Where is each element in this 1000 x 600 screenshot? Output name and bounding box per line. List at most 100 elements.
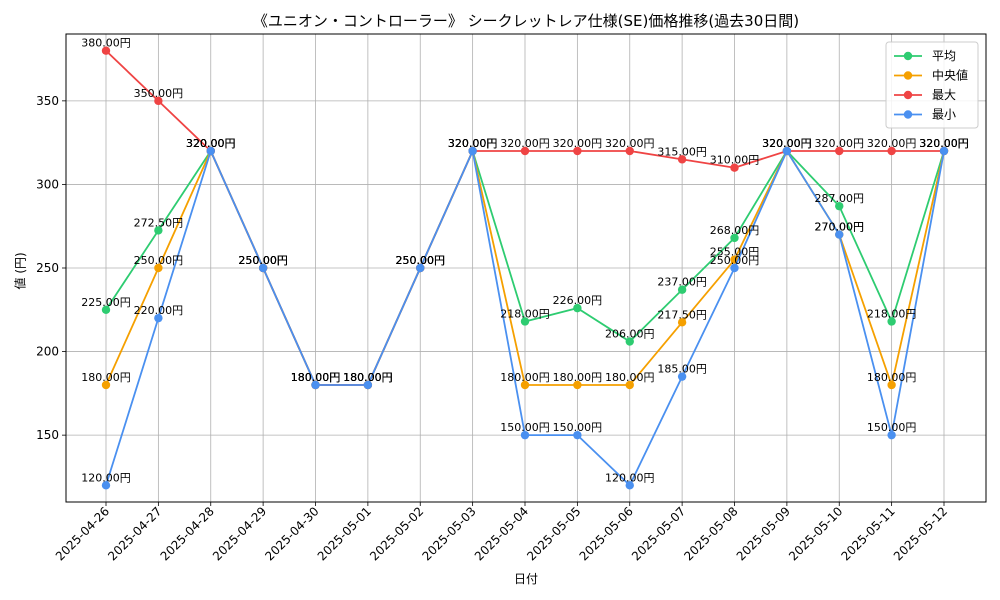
x-tick-label: 2025-05-02 bbox=[367, 504, 426, 563]
plot-frame bbox=[65, 33, 987, 503]
data-label: 320.00円 bbox=[919, 137, 969, 150]
x-tick-label: 2025-05-12 bbox=[891, 504, 950, 563]
data-point bbox=[573, 380, 582, 390]
x-tick-label: 2025-05-07 bbox=[629, 504, 688, 563]
x-tick-label: 2025-05-10 bbox=[786, 504, 845, 563]
data-point bbox=[835, 146, 844, 156]
data-label: 320.00円 bbox=[448, 137, 498, 150]
data-point bbox=[258, 263, 268, 273]
x-tick-label: 2025-04-26 bbox=[53, 504, 112, 563]
data-point bbox=[835, 201, 844, 211]
data-label: 250.00円 bbox=[396, 254, 446, 267]
data-label: 250.00円 bbox=[710, 254, 760, 267]
data-label: 185.00円 bbox=[657, 363, 707, 376]
data-label: 180.00円 bbox=[343, 371, 393, 384]
data-point bbox=[363, 380, 373, 390]
data-label: 287.00円 bbox=[815, 192, 865, 205]
data-label: 180.00円 bbox=[500, 371, 550, 384]
data-point bbox=[730, 163, 739, 172]
series-group bbox=[101, 46, 949, 490]
data-label: 237.00円 bbox=[657, 276, 707, 289]
legend-label: 最小 bbox=[932, 108, 956, 122]
y-tick-label: 250 bbox=[36, 261, 59, 275]
data-label: 180.00円 bbox=[291, 371, 341, 384]
data-label: 250.00円 bbox=[238, 254, 288, 267]
y-tick-label: 300 bbox=[36, 177, 59, 191]
data-label: 320.00円 bbox=[186, 137, 236, 150]
data-label: 320.00円 bbox=[500, 137, 550, 150]
x-tick-label: 2025-05-09 bbox=[734, 504, 793, 563]
legend-marker bbox=[903, 110, 913, 119]
axes: 2025-04-262025-04-272025-04-282025-04-29… bbox=[36, 33, 987, 563]
data-label: 206.00円 bbox=[605, 328, 655, 341]
data-label: 180.00円 bbox=[343, 371, 393, 384]
data-label: 218.00円 bbox=[867, 307, 917, 320]
data-label: 315.00円 bbox=[657, 145, 707, 158]
data-label: 150.00円 bbox=[867, 421, 917, 434]
data-label: 150.00円 bbox=[500, 421, 550, 434]
data-label: 250.00円 bbox=[396, 254, 446, 267]
x-tick-label: 2025-05-05 bbox=[524, 504, 583, 563]
data-point bbox=[468, 146, 477, 156]
data-label: 320.00円 bbox=[186, 137, 236, 150]
data-label: 255.00円 bbox=[710, 246, 760, 259]
data-point bbox=[154, 226, 163, 235]
data-point bbox=[154, 96, 163, 106]
y-tick-label: 200 bbox=[36, 345, 59, 359]
data-point bbox=[730, 233, 739, 243]
data-label: 350.00円 bbox=[134, 87, 184, 100]
data-label: 320.00円 bbox=[186, 137, 236, 150]
data-point bbox=[101, 305, 111, 314]
legend-marker bbox=[903, 71, 913, 80]
data-point bbox=[677, 155, 687, 164]
data-label: 180.00円 bbox=[867, 371, 917, 384]
x-tick-label: 2025-04-30 bbox=[262, 504, 321, 563]
legend-box bbox=[885, 41, 979, 129]
data-point bbox=[939, 146, 949, 156]
data-label: 180.00円 bbox=[291, 371, 341, 384]
x-tick-label: 2025-05-06 bbox=[577, 504, 636, 563]
data-label: 320.00円 bbox=[448, 137, 498, 150]
data-point bbox=[101, 380, 111, 390]
data-point bbox=[520, 380, 530, 390]
x-tick-label: 2025-04-28 bbox=[158, 504, 217, 563]
data-label: 217.50円 bbox=[657, 308, 707, 321]
y-tick-label: 350 bbox=[36, 94, 59, 108]
data-label: 120.00円 bbox=[81, 471, 131, 484]
data-point bbox=[520, 430, 530, 440]
data-point bbox=[520, 317, 530, 326]
data-label: 320.00円 bbox=[186, 137, 236, 150]
data-point bbox=[677, 285, 687, 294]
data-label: 180.00円 bbox=[291, 371, 341, 384]
data-label: 320.00円 bbox=[919, 137, 969, 150]
x-tick-label: 2025-05-11 bbox=[839, 504, 898, 563]
data-label: 120.00円 bbox=[605, 471, 655, 484]
data-label: 226.00円 bbox=[553, 294, 603, 307]
x-tick-label: 2025-04-29 bbox=[210, 504, 269, 563]
x-tick-label: 2025-05-04 bbox=[472, 504, 531, 563]
data-point bbox=[625, 337, 634, 346]
data-label: 320.00円 bbox=[762, 137, 812, 150]
data-point bbox=[520, 146, 530, 156]
data-label: 250.00円 bbox=[396, 254, 446, 267]
data-label: 320.00円 bbox=[919, 137, 969, 150]
data-label: 320.00円 bbox=[448, 137, 498, 150]
data-point bbox=[311, 380, 320, 390]
data-label: 180.00円 bbox=[291, 371, 341, 384]
legend-label: 最大 bbox=[932, 88, 956, 102]
data-label: 320.00円 bbox=[919, 137, 969, 150]
data-point bbox=[206, 146, 215, 156]
data-point bbox=[625, 380, 634, 390]
data-point bbox=[782, 146, 792, 156]
data-label: 180.00円 bbox=[553, 371, 603, 384]
data-point bbox=[677, 372, 687, 381]
data-label: 150.00円 bbox=[553, 421, 603, 434]
data-point bbox=[573, 430, 582, 440]
legend-marker bbox=[903, 51, 913, 61]
data-label: 270.00円 bbox=[815, 221, 865, 234]
data-label: 250.00円 bbox=[238, 254, 288, 267]
data-point bbox=[677, 318, 687, 327]
